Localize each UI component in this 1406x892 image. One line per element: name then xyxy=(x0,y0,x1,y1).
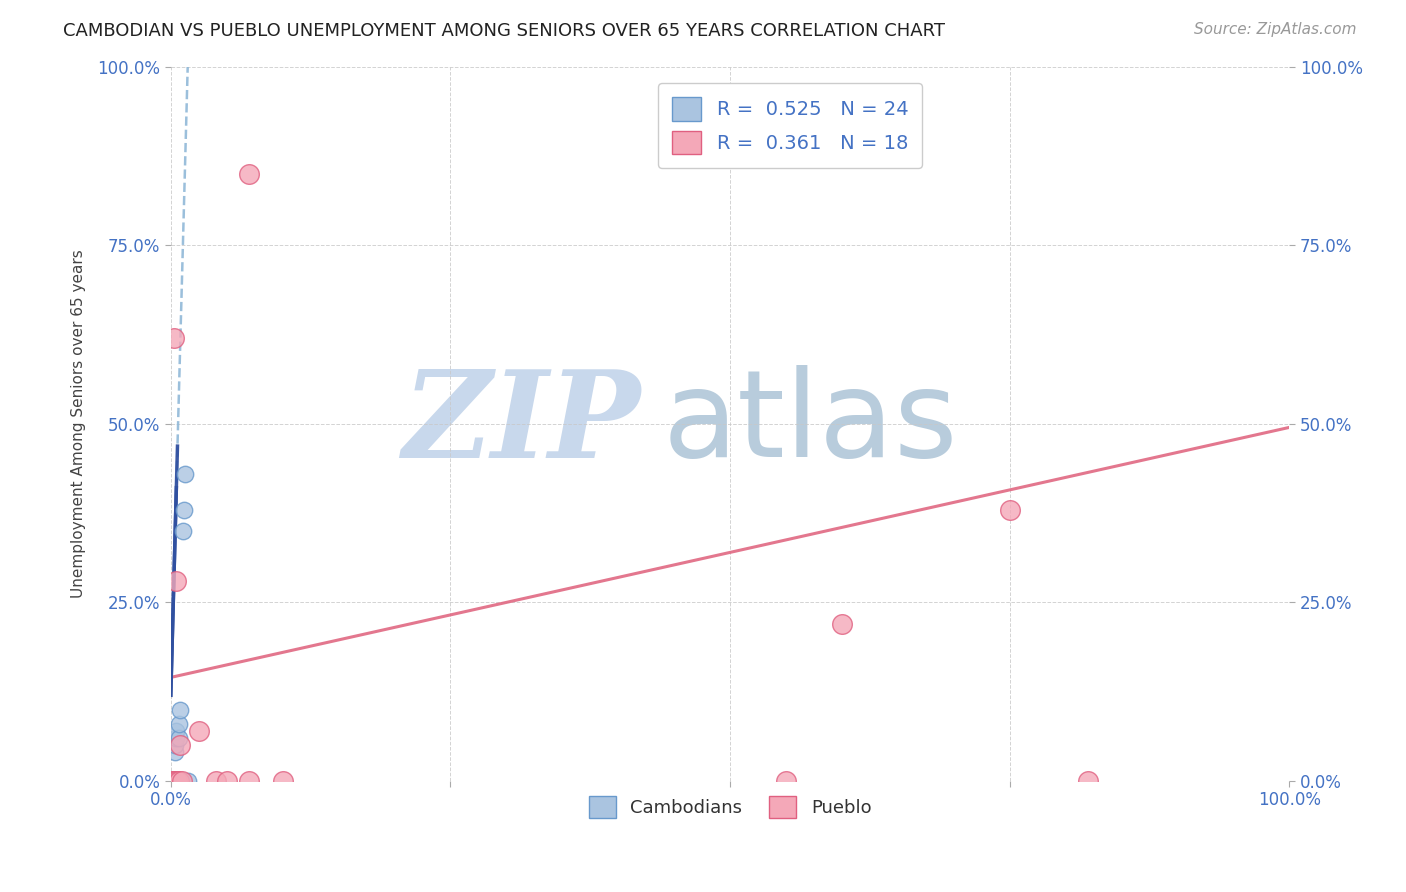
Text: ZIP: ZIP xyxy=(402,365,641,483)
Point xyxy=(165,774,187,789)
Point xyxy=(163,774,186,789)
Point xyxy=(215,774,238,789)
Point xyxy=(162,774,184,789)
Point xyxy=(174,467,197,481)
Point xyxy=(167,731,190,746)
Point xyxy=(165,774,187,789)
Text: CAMBODIAN VS PUEBLO UNEMPLOYMENT AMONG SENIORS OVER 65 YEARS CORRELATION CHART: CAMBODIAN VS PUEBLO UNEMPLOYMENT AMONG S… xyxy=(63,22,945,40)
Point xyxy=(163,774,186,789)
Point xyxy=(187,723,209,738)
Point xyxy=(170,774,193,789)
Text: atlas: atlas xyxy=(664,366,959,483)
Point xyxy=(775,774,797,789)
Point xyxy=(170,774,193,789)
Point xyxy=(165,746,187,760)
Point xyxy=(167,716,190,731)
Point xyxy=(162,774,184,789)
Point xyxy=(166,774,188,789)
Point xyxy=(165,731,187,746)
Point xyxy=(169,702,191,716)
Point xyxy=(238,167,260,181)
Point xyxy=(998,502,1021,516)
Point xyxy=(1077,774,1099,789)
Point xyxy=(176,774,198,789)
Point xyxy=(162,774,184,789)
Text: Source: ZipAtlas.com: Source: ZipAtlas.com xyxy=(1194,22,1357,37)
Point xyxy=(166,774,188,789)
Point xyxy=(166,774,188,789)
Point xyxy=(165,774,187,789)
Point xyxy=(167,774,190,789)
Point xyxy=(163,774,186,789)
Point xyxy=(165,574,187,588)
Point xyxy=(172,524,194,538)
Point xyxy=(831,616,853,631)
Point xyxy=(165,774,187,789)
Point xyxy=(170,774,193,789)
Point xyxy=(271,774,294,789)
Y-axis label: Unemployment Among Seniors over 65 years: Unemployment Among Seniors over 65 years xyxy=(72,250,86,599)
Point xyxy=(163,331,186,345)
Point xyxy=(160,774,183,789)
Point xyxy=(238,774,260,789)
Point xyxy=(160,774,183,789)
Point xyxy=(165,723,187,738)
Point xyxy=(165,739,187,753)
Legend: Cambodians, Pueblo: Cambodians, Pueblo xyxy=(582,789,879,826)
Point xyxy=(169,739,191,753)
Point xyxy=(173,502,195,516)
Point xyxy=(204,774,226,789)
